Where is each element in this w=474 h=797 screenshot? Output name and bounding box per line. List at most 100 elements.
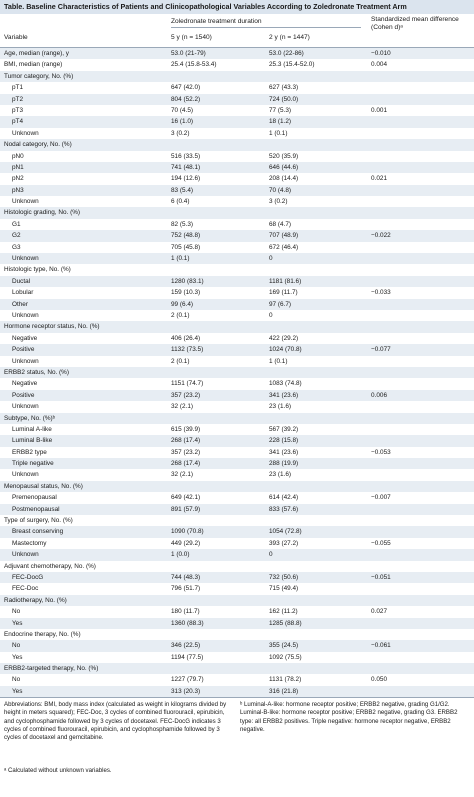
row-value-2y: 422 (29.2): [269, 334, 299, 342]
table-row: ERBB2 type 357 (23.2) 341 (23.6) −0.053: [0, 447, 474, 458]
row-value-2y: 0: [269, 311, 273, 319]
row-value-2y: 567 (39.2): [269, 425, 299, 433]
row-value-5y: 449 (29.2): [171, 539, 201, 547]
row-value-5y: 82 (5.3): [171, 220, 194, 228]
row-label: pT2: [12, 95, 24, 103]
table-row: Unknown 6 (0.4) 3 (0.2): [0, 196, 474, 207]
row-value-2y: 341 (23.6): [269, 448, 299, 456]
row-value-5y: 83 (5.4): [171, 186, 194, 194]
row-value-2y: 208 (14.4): [269, 175, 299, 183]
row-label: Tumor category, No. (%): [4, 72, 74, 80]
row-value-2y: 1285 (88.8): [269, 619, 302, 627]
table-title: Table. Baseline Characteristics of Patie…: [0, 0, 474, 14]
row-value-5y: 1 (0.0): [171, 551, 190, 559]
footnote-b: ᵇ Luminal-A-like: hormone receptor posit…: [240, 701, 458, 733]
row-label: Unknown: [12, 129, 39, 137]
row-label: Unknown: [12, 551, 39, 559]
row-value-2y: 316 (21.8): [269, 687, 299, 695]
table-row: Type of surgery, No. (%): [0, 515, 474, 526]
header-2y: 2 y (n = 1447): [269, 34, 310, 41]
row-value-5y: 1360 (88.3): [171, 619, 204, 627]
table-row: Luminal A-like 615 (39.9) 567 (39.2): [0, 424, 474, 435]
row-label: pN0: [12, 152, 24, 160]
table-row: Yes 1360 (88.3) 1285 (88.8): [0, 617, 474, 629]
row-label: pT3: [12, 106, 24, 114]
row-value-5y: 268 (17.4): [171, 460, 201, 468]
row-value-5y: 2 (0.1): [171, 357, 190, 365]
row-label: Age, median (range), y: [4, 50, 70, 57]
table-row: Yes 313 (20.3) 316 (21.8): [0, 685, 474, 698]
table-row: Triple negative 268 (17.4) 288 (19.9): [0, 458, 474, 470]
header-smd: Standardized mean difference (Cohen d)ᵃ: [371, 16, 459, 32]
row-value-5y: 1227 (79.7): [171, 676, 204, 684]
row-cohen-d: −0.077: [371, 346, 391, 354]
row-value-5y: 2 (0.1): [171, 311, 190, 319]
table-row: Tumor category, No. (%): [0, 70, 474, 83]
table-row: ERBB2 status, No. (%): [0, 366, 474, 379]
row-cohen-d: 0.021: [371, 175, 387, 183]
row-value-2y: 1131 (78.2): [269, 676, 302, 684]
row-label: Unknown: [12, 403, 39, 411]
row-value-5y: 796 (51.7): [171, 585, 201, 593]
row-value-2y: 97 (6.7): [269, 300, 292, 308]
row-label: pN2: [12, 175, 24, 183]
row-value-5y: 1132 (73.5): [171, 346, 204, 354]
table-row: BMI, median (range) 25.4 (15.8-53.4) 25.3 …: [0, 59, 474, 70]
row-value-2y: 1092 (75.5): [269, 653, 302, 661]
row-value-2y: 724 (50.0): [269, 95, 299, 103]
row-value-5y: 32 (2.1): [171, 403, 194, 411]
row-value-2y: 1181 (81.6): [269, 277, 302, 285]
row-label: Histologic grading, No. (%): [4, 209, 81, 217]
table-row: pT1 647 (42.0) 627 (43.3): [0, 82, 474, 93]
row-value-5y: 705 (45.8): [171, 243, 201, 251]
row-label: ERBB2 type: [12, 448, 47, 456]
row-value-5y: 1151 (74.7): [171, 380, 204, 388]
table-row: Subtype, No. (%)ᵇ: [0, 412, 474, 424]
table-row: Histologic type, No. (%): [0, 264, 474, 275]
row-label: G2: [12, 232, 21, 240]
row-label: Ductal: [12, 277, 31, 285]
row-label: Yes: [12, 619, 23, 627]
row-value-5y: 647 (42.0): [171, 84, 201, 92]
row-value-2y: 715 (49.4): [269, 585, 299, 593]
row-label: Type of surgery, No. (%): [4, 517, 73, 525]
row-label: FEC-DocG: [12, 573, 44, 581]
row-cohen-d: −0.007: [371, 494, 391, 502]
row-cohen-d: −0.053: [371, 448, 391, 456]
row-label: Hormone receptor status, No. (%): [4, 323, 100, 331]
row-label: Nodal category, No. (%): [4, 141, 72, 149]
table-row: Unknown 2 (0.1) 0: [0, 310, 474, 321]
row-value-2y: 288 (19.9): [269, 460, 299, 468]
row-label: Negative: [12, 380, 38, 388]
table-row: Lobular 159 (10.3) 169 (11.7) −0.033: [0, 287, 474, 298]
table-row: Endocrine therapy, No. (%): [0, 629, 474, 640]
row-value-2y: 3 (0.2): [269, 198, 288, 206]
row-value-2y: 355 (24.5): [269, 642, 299, 650]
row-cohen-d: −0.051: [371, 573, 391, 581]
row-value-5y: 25.4 (15.8-53.4): [171, 61, 217, 69]
row-value-5y: 268 (17.4): [171, 437, 201, 445]
table-row: Unknown 1 (0.0) 0: [0, 549, 474, 561]
row-label: Luminal A-like: [12, 425, 52, 433]
row-label: pN1: [12, 163, 24, 171]
row-value-5y: 313 (20.3): [171, 687, 201, 695]
row-value-2y: 0: [269, 255, 273, 263]
table-row: Unknown 32 (2.1) 23 (1.6): [0, 469, 474, 480]
row-label: No: [12, 608, 21, 616]
table-row: Unknown 3 (0.2) 1 (0.1): [0, 128, 474, 139]
table-row: Breast conserving 1090 (70.8) 1054 (72.8): [0, 526, 474, 538]
row-cohen-d: 0.001: [371, 106, 387, 114]
row-label: Other: [12, 300, 28, 308]
table-row: Radiotherapy, No. (%): [0, 594, 474, 607]
row-value-5y: 752 (48.8): [171, 232, 201, 240]
row-label: Radiotherapy, No. (%): [4, 596, 67, 604]
table-row: pT2 804 (52.2) 724 (50.0): [0, 93, 474, 105]
table-row: pN1 741 (48.1) 646 (44.6): [0, 161, 474, 174]
table-row: No 180 (11.7) 162 (11.2) 0.027: [0, 606, 474, 617]
row-label: Unknown: [12, 198, 39, 206]
row-value-5y: 53.0 (21-79): [171, 50, 206, 57]
row-label: Triple negative: [12, 460, 54, 468]
row-value-5y: 1194 (77.5): [171, 653, 204, 661]
row-value-2y: 77 (5.3): [269, 106, 292, 114]
table-row: Yes 1194 (77.5) 1092 (75.5): [0, 652, 474, 663]
